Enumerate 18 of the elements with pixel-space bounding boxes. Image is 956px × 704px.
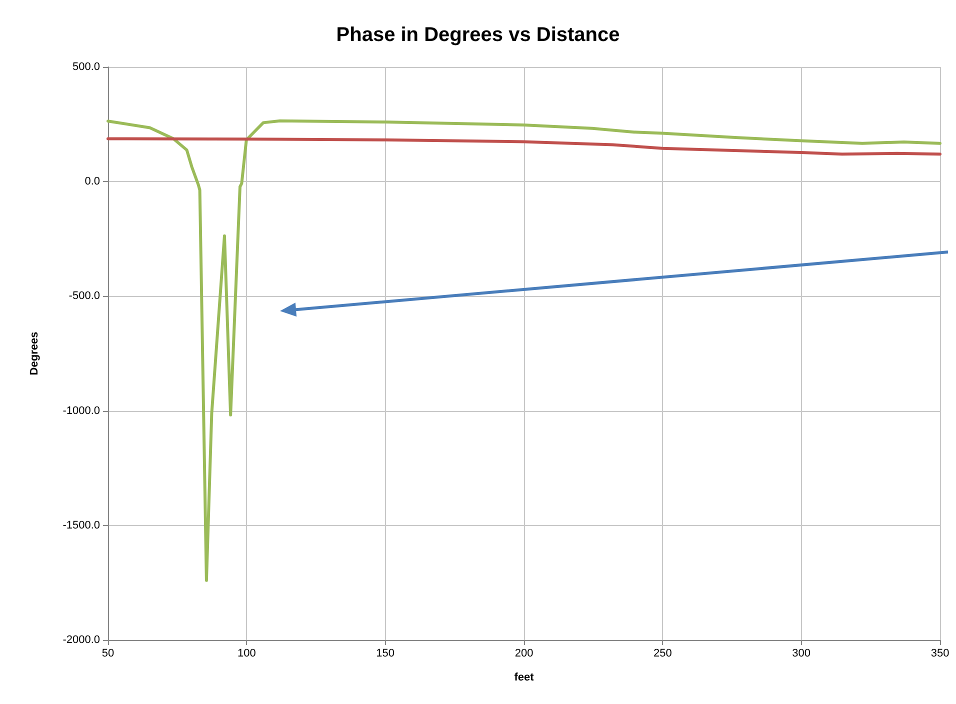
x-tick-label: 200 <box>514 648 534 660</box>
x-tick-label: 50 <box>102 648 114 660</box>
x-tick-label: 300 <box>792 648 811 660</box>
x-axis-title: feet <box>514 672 534 684</box>
y-tick-label: -1500.0 <box>62 519 100 532</box>
y-tick-label: 500.0 <box>72 61 100 73</box>
chart-title: Phase in Degrees vs Distance <box>336 24 620 46</box>
line-series <box>106 119 942 582</box>
x-tick-label: 150 <box>376 648 395 660</box>
x-tick-label: 250 <box>653 648 672 660</box>
x-tick-label: 350 <box>930 648 950 660</box>
y-tick-label: 0.0 <box>84 176 100 188</box>
y-tick-label: -1000.0 <box>62 404 100 417</box>
x-tick-label: 100 <box>237 648 256 660</box>
y-tick-label: -2000.0 <box>62 634 100 646</box>
y-tick-label: -500.0 <box>68 290 100 302</box>
line-series <box>106 137 942 156</box>
y-axis-title: Degrees <box>28 332 40 376</box>
